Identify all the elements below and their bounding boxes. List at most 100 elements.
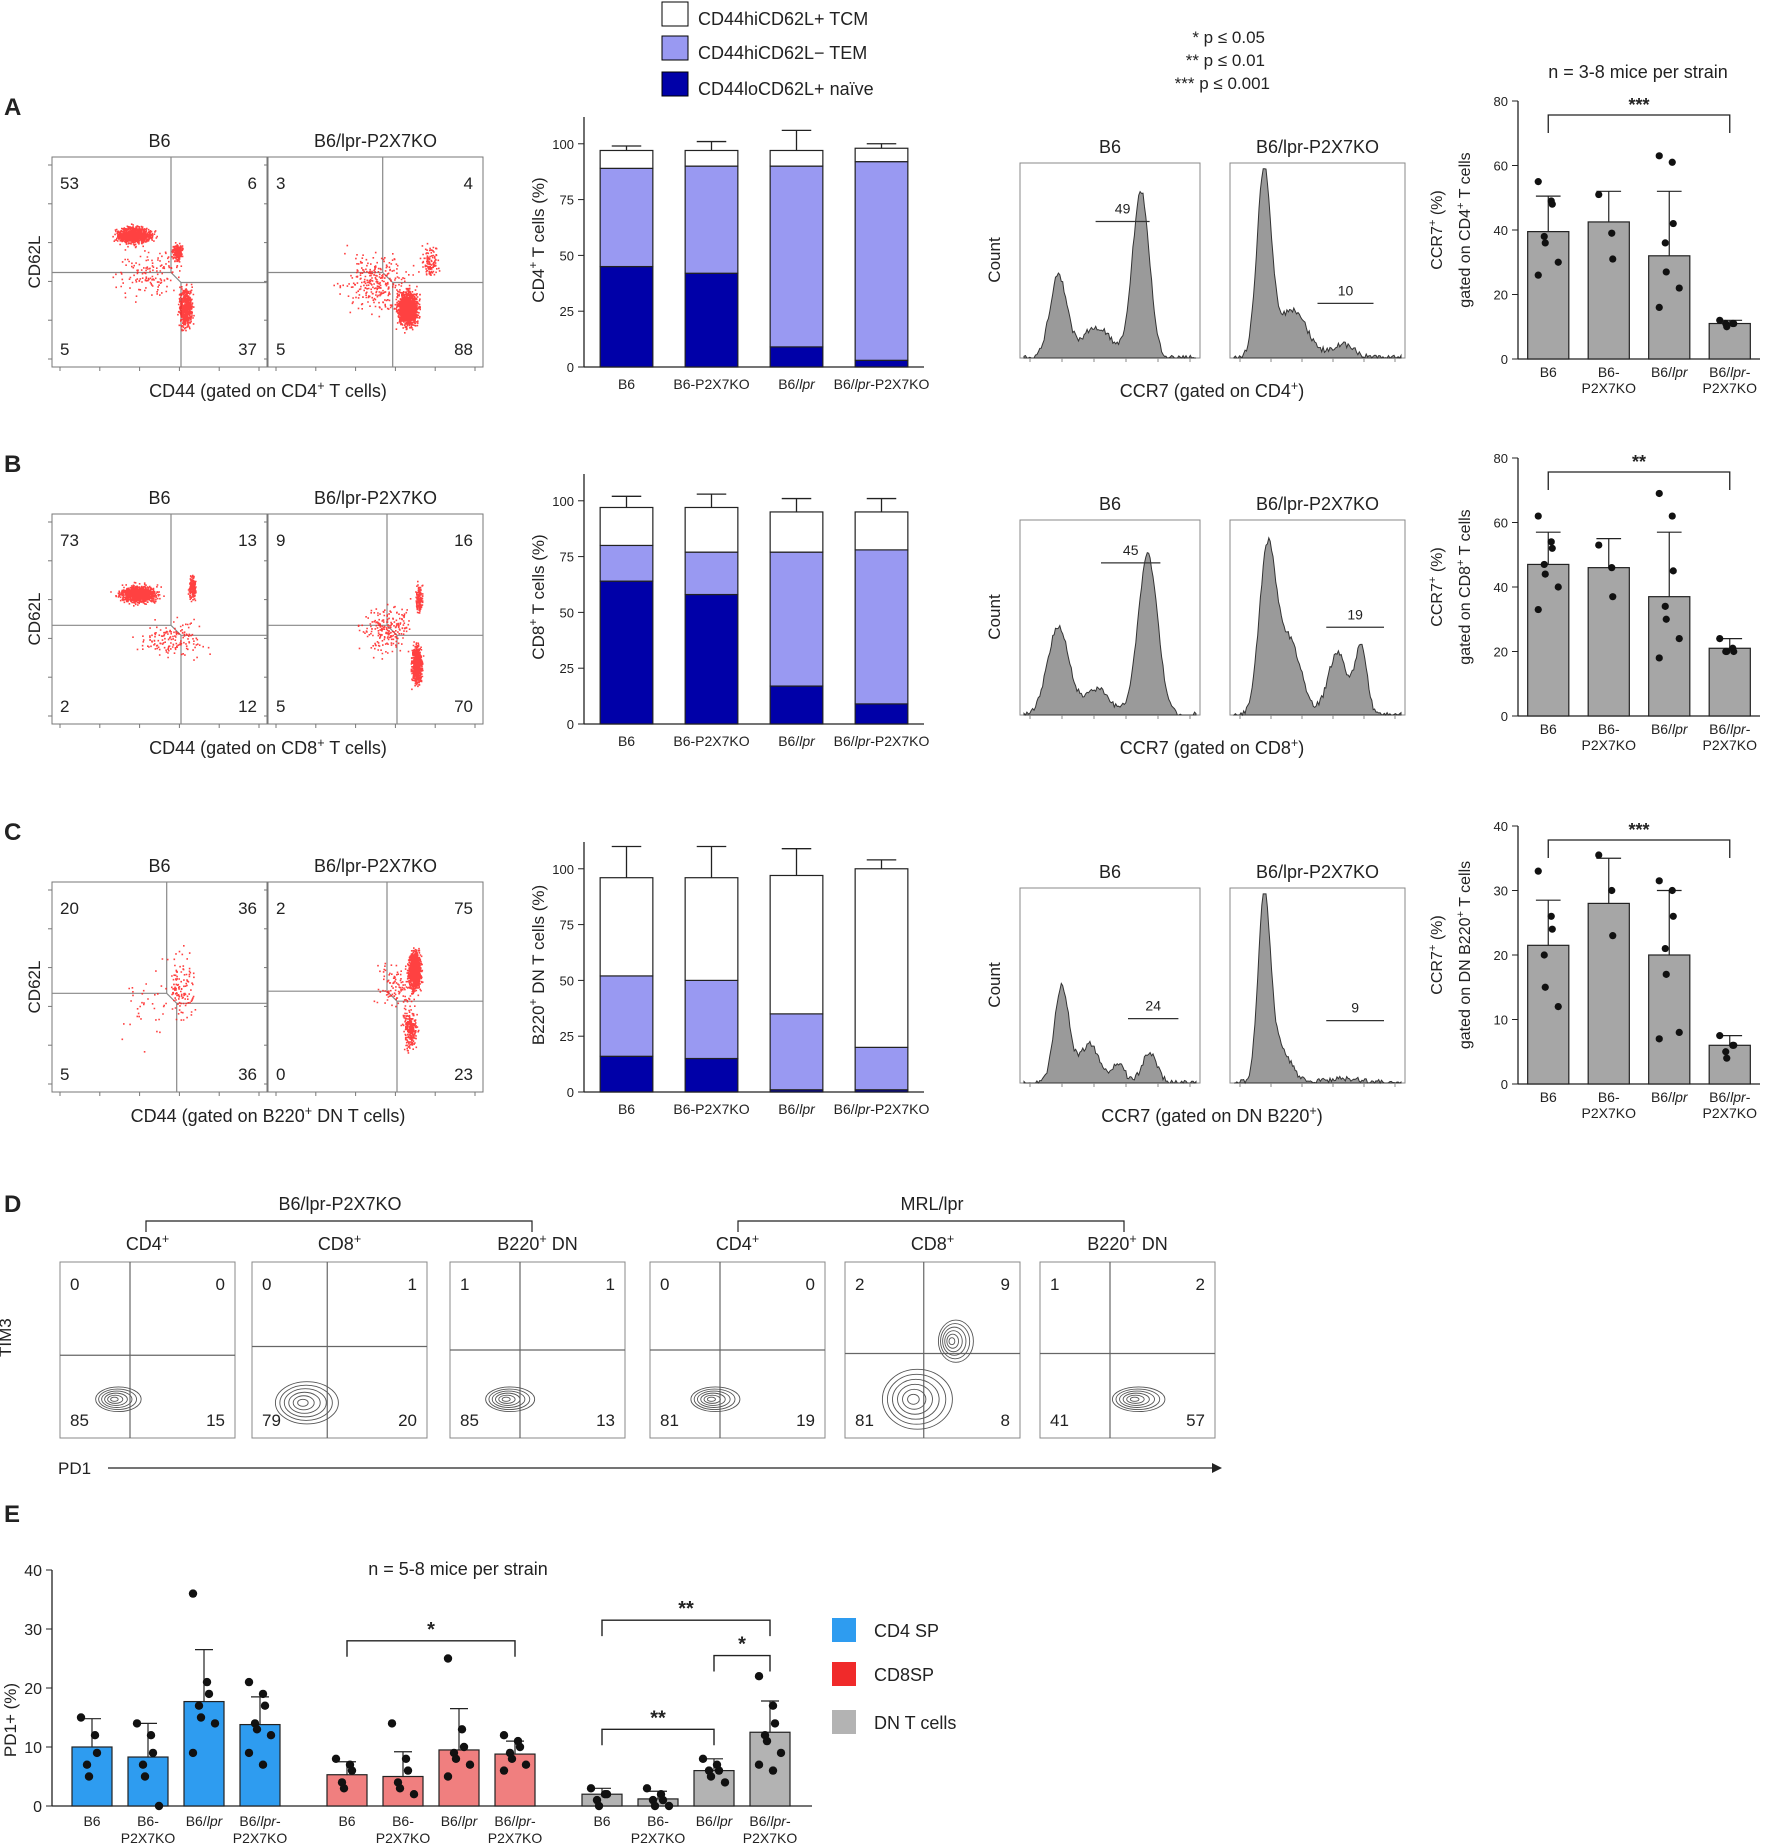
histogram-area [1023,982,1197,1084]
data-point [210,1719,220,1728]
quadrant-ll: 0 [276,1065,285,1084]
stack-segment [854,868,909,1048]
stack-segment [684,506,739,553]
category-label: B6/lpr [778,376,816,392]
data-point [768,1766,778,1775]
category-label: B6-P2X7KO [673,733,749,749]
contour-ring [95,1386,142,1413]
contour-ring [1126,1394,1145,1404]
contour-ring [948,1337,956,1346]
data-point [1540,232,1548,241]
contour-ring [107,1394,124,1404]
contour-ring [693,1388,736,1410]
data-point [1723,323,1731,331]
legend-cd4: CD4 SP [874,1621,939,1641]
category-label: B6/lpr-P2X7KO [834,376,930,392]
stacked-legend: CD44hiCD62L+ TCM CD44hiCD62L− TEM CD44lo… [661,1,874,99]
quadrant-ul: 0 [262,1275,271,1294]
quadrant-ll: 41 [1050,1411,1069,1430]
histogram-xlabel: CCR7 (gated on DN B220+) [1101,1104,1322,1126]
category-label: B6- [137,1813,159,1829]
quadrant-ul: 1 [460,1275,469,1294]
histogram-percent: 9 [1351,1000,1359,1016]
category-label: B6/lpr [778,733,816,749]
panel-letter: B [4,451,21,478]
data-point [776,1748,786,1758]
stack-segment [769,165,824,348]
quadrant-ll: 81 [855,1411,874,1430]
dot-plot-title: B6 [148,488,170,508]
data-point [1669,219,1677,228]
y-tick-label: 0 [1501,1077,1508,1092]
data-point [1541,983,1549,991]
contour-ring [101,1390,133,1408]
category-label: B6/lpr- [239,1813,281,1829]
contour-plot: CD4+ 0 0 85 15 [59,1232,236,1439]
category-label-line2: P2X7KO [376,1830,431,1846]
contour-ring [703,1394,721,1404]
y-tick-label: 40 [1494,223,1508,238]
stack-segment [684,149,739,167]
ccr7-ylabel: CCR7+ (%) [1427,547,1446,626]
y-tick-label: 0 [33,1799,42,1816]
data-point [1554,583,1562,591]
contour-ring [690,1386,741,1413]
quadrant-ul: 1 [1050,1275,1059,1294]
dot-cloud [373,947,424,1054]
dot-cloud [110,574,211,661]
contour-ring [881,1368,953,1430]
sig-cd8 [346,1640,516,1657]
y-tick-label: 30 [1494,884,1508,899]
data-point [1548,544,1556,552]
quadrant-lr: 20 [398,1411,417,1430]
data-point [132,1719,142,1728]
data-point [331,1754,341,1764]
category-label: B6/lpr- [749,1813,791,1829]
data-point [1661,602,1669,610]
contour-ring [892,1378,940,1420]
category-label-line2: P2X7KO [631,1830,686,1846]
sig-bracket [1547,839,1731,858]
quadrant-ll: 79 [262,1411,281,1430]
contour-plot: B220+ DN 1 1 85 13 [449,1232,626,1439]
dot-plot-title: B6 [148,856,170,876]
quadrant-ur: 2 [1196,1275,1205,1294]
contour-ring [944,1330,963,1353]
quadrant-ur: 75 [454,899,473,918]
gate-horizontal [268,271,483,284]
histogram-area [1234,893,1402,1085]
sig-dn-lpr-vs-p2x7ko [713,1654,771,1672]
panel-d-letter: D [4,1191,21,1218]
category-label: B6 [618,376,635,392]
quadrant-ll: 85 [70,1411,89,1430]
data-point [1608,886,1616,895]
data-point [84,1772,94,1781]
ccr7-ylabel-2: gated on CD8+ T cells [1455,509,1474,664]
ccr7-ylabel-2: gated on DN B220+ T cells [1455,861,1474,1049]
data-point [586,1784,596,1793]
quadrant-ul: 3 [276,174,285,193]
histogram-area [1023,552,1197,716]
data-point [266,1731,276,1740]
y-tick-label: 25 [560,661,574,676]
sig-dn-b6-vs-lpr [601,1728,715,1746]
stack-segment [854,359,909,368]
stack-segment [854,161,909,361]
stack-segment [684,551,739,596]
panel-letter: A [4,94,21,121]
y-tick-label: 10 [24,1740,42,1757]
data-point [1716,1032,1724,1040]
data-point [1655,489,1663,498]
contour-subset-title: B220+ DN [497,1232,577,1254]
data-point [499,1766,509,1775]
panel-d: D B6/lpr-P2X7KO MRL/lpr TIM3 PD1 CD4+ 0 0 8… [0,1191,1222,1478]
y-tick-label: 0 [567,360,574,375]
category-label: B6 [83,1813,100,1829]
data-point [706,1772,716,1781]
quadrant-ur: 9 [1001,1275,1010,1294]
data-point [92,1748,102,1758]
y-tick-label: 100 [552,862,574,877]
histogram-xlabel: CCR7 (gated on CD4+) [1120,379,1304,401]
dot-plot-frame [267,156,484,368]
data-point [1730,1041,1738,1049]
